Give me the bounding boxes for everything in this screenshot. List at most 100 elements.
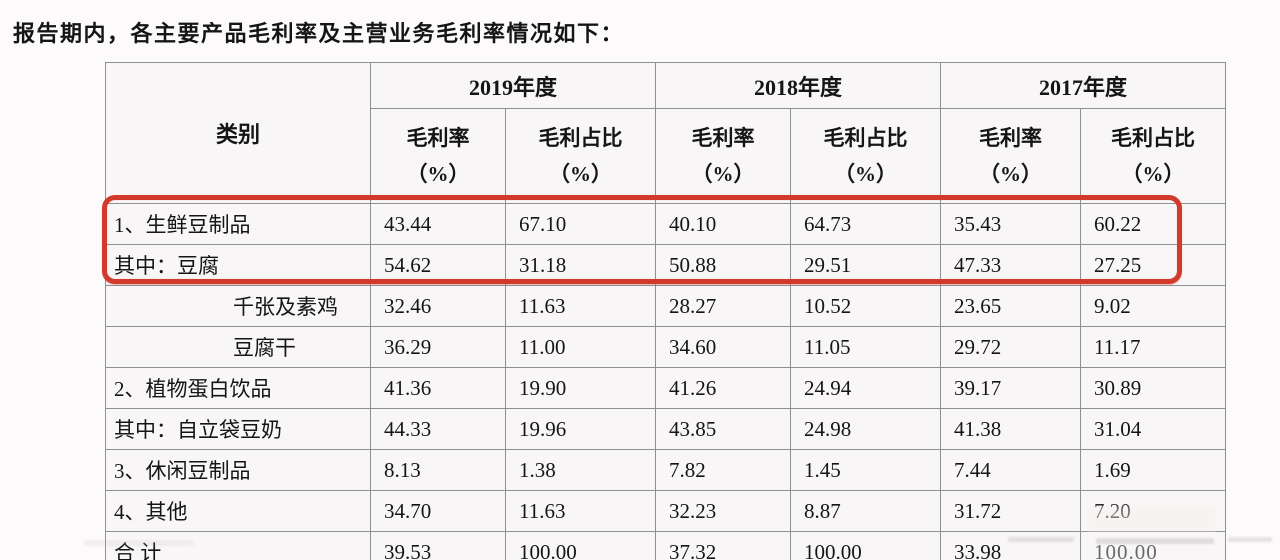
value-cell: 19.90 [504, 367, 657, 409]
category-cell: 其中：自立袋豆奶 [105, 408, 371, 450]
subheader-share-2018: 毛利占比 （%） [790, 108, 942, 204]
year-header-2018: 2018年度 [655, 62, 942, 109]
value-cell: 34.60 [655, 326, 792, 368]
table-row-total: 合 计 39.53 100.00 37.32 100.00 33.98 100.… [105, 531, 1227, 560]
subheader-unit: （%） [549, 162, 612, 186]
value-cell: 41.36 [370, 367, 506, 409]
value-cell: 54.62 [370, 244, 506, 286]
table-row: 其中：豆腐 54.62 31.18 50.88 29.51 47.33 27.2… [105, 244, 1227, 286]
value-cell: 24.98 [790, 408, 942, 450]
subheader-share-2019: 毛利占比 （%） [504, 108, 657, 204]
subheader-line: 毛利占比 [538, 126, 623, 150]
value-cell: 30.89 [1080, 367, 1227, 409]
value-cell: 47.33 [940, 244, 1082, 286]
table-row: 千张及素鸡 32.46 11.63 28.27 10.52 23.65 9.02 [105, 285, 1227, 327]
subheader-line: 毛利占比 [1111, 126, 1196, 150]
subheader-line: 毛利率 [406, 126, 470, 150]
watermark-smudge [1096, 538, 1214, 544]
value-cell: 1.45 [790, 449, 942, 491]
value-cell: 1.38 [504, 449, 657, 491]
value-cell: 100.00 [504, 531, 657, 560]
watermark-smudge [1088, 506, 1216, 532]
table-header-metrics: 毛利率 （%） 毛利占比 （%） 毛利率 （%） 毛利占比 （%） 毛利率 [106, 108, 1227, 204]
subheader-unit: （%） [1121, 162, 1185, 186]
value-cell: 60.22 [1080, 203, 1227, 245]
value-cell: 11.17 [1080, 326, 1227, 368]
watermark-smudge [1008, 537, 1074, 542]
subheader-line: 毛利率 [691, 126, 755, 150]
subheader-line: 毛利占比 [823, 126, 908, 150]
table-header-years: 类别 2019年度 2018年度 2017年度 [105, 62, 1227, 204]
subheader-unit: （%） [834, 162, 898, 186]
category-cell: 其中：豆腐 [105, 244, 371, 286]
table-row: 1、生鲜豆制品 43.44 67.10 40.10 64.73 35.43 60… [105, 203, 1227, 245]
value-cell: 27.25 [1080, 244, 1227, 286]
value-cell: 32.46 [370, 285, 506, 327]
category-cell: 2、植物蛋白饮品 [105, 367, 371, 409]
value-cell: 43.44 [370, 203, 506, 245]
value-cell: 23.65 [940, 285, 1082, 327]
table-row: 其中：自立袋豆奶 44.33 19.96 43.85 24.98 41.38 3… [105, 408, 1227, 450]
table-row: 4、其他 34.70 11.63 32.23 8.87 31.72 7.20 [105, 490, 1227, 532]
value-cell: 8.13 [370, 449, 506, 491]
value-cell: 1.69 [1080, 449, 1227, 491]
value-cell: 31.18 [504, 244, 657, 286]
value-cell: 32.23 [655, 490, 792, 532]
value-cell: 34.70 [370, 490, 506, 532]
gross-margin-table: 类别 2019年度 2018年度 2017年度 毛利率 （%） 毛利占比 （%）… [105, 62, 1227, 560]
value-cell: 37.32 [655, 531, 792, 560]
value-cell: 7.82 [655, 449, 792, 491]
category-cell: 4、其他 [105, 490, 371, 532]
category-cell: 合 计 [105, 531, 371, 560]
value-cell: 100.00 [790, 531, 942, 560]
value-cell: 50.88 [655, 244, 792, 286]
value-cell: 10.52 [790, 285, 942, 327]
value-cell: 40.10 [655, 203, 792, 245]
subheader-share-2017: 毛利占比 （%） [1080, 108, 1227, 204]
subheader-margin-2019: 毛利率 （%） [370, 108, 506, 204]
value-cell: 36.29 [370, 326, 506, 368]
value-cell: 11.63 [504, 285, 657, 327]
intro-text: 报告期内，各主要产品毛利率及主营业务毛利率情况如下： [13, 21, 625, 46]
value-cell: 11.05 [790, 326, 942, 368]
column-header-category: 类别 [105, 62, 371, 204]
value-cell: 8.87 [790, 490, 942, 532]
subheader-unit: （%） [406, 162, 470, 186]
value-cell: 29.72 [940, 326, 1082, 368]
value-cell: 43.85 [655, 408, 792, 450]
table-row: 2、植物蛋白饮品 41.36 19.90 41.26 24.94 39.17 3… [105, 367, 1227, 409]
value-cell: 11.63 [504, 490, 657, 532]
table-row: 3、休闲豆制品 8.13 1.38 7.82 1.45 7.44 1.69 [105, 449, 1227, 491]
subheader-line: 毛利率 [979, 126, 1043, 150]
watermark-smudge [84, 540, 194, 546]
value-cell: 64.73 [790, 203, 942, 245]
value-cell: 39.53 [370, 531, 506, 560]
value-cell: 29.51 [790, 244, 942, 286]
category-cell: 3、休闲豆制品 [105, 449, 371, 491]
watermark-smudge [1228, 537, 1272, 542]
value-cell: 41.26 [655, 367, 792, 409]
value-cell: 7.44 [940, 449, 1082, 491]
value-cell: 33.98 [940, 531, 1082, 560]
value-cell: 28.27 [655, 285, 792, 327]
table-row: 豆腐干 36.29 11.00 34.60 11.05 29.72 11.17 [105, 326, 1227, 368]
value-cell: 9.02 [1080, 285, 1227, 327]
subheader-margin-2018: 毛利率 （%） [655, 108, 792, 204]
value-cell: 44.33 [370, 408, 506, 450]
category-cell: 千张及素鸡 [105, 285, 371, 327]
category-cell: 豆腐干 [105, 326, 371, 368]
subheader-margin-2017: 毛利率 （%） [940, 108, 1082, 204]
value-cell: 31.04 [1080, 408, 1227, 450]
value-cell: 100.00 [1080, 531, 1227, 560]
value-cell: 11.00 [504, 326, 657, 368]
value-cell: 35.43 [940, 203, 1082, 245]
subheader-unit: （%） [979, 162, 1043, 186]
value-cell: 7.20 [1080, 490, 1227, 532]
value-cell: 24.94 [790, 367, 942, 409]
subheader-unit: （%） [691, 162, 755, 186]
year-header-2017: 2017年度 [940, 62, 1227, 109]
value-cell: 67.10 [504, 203, 657, 245]
value-cell: 19.96 [504, 408, 657, 450]
value-cell: 39.17 [940, 367, 1082, 409]
